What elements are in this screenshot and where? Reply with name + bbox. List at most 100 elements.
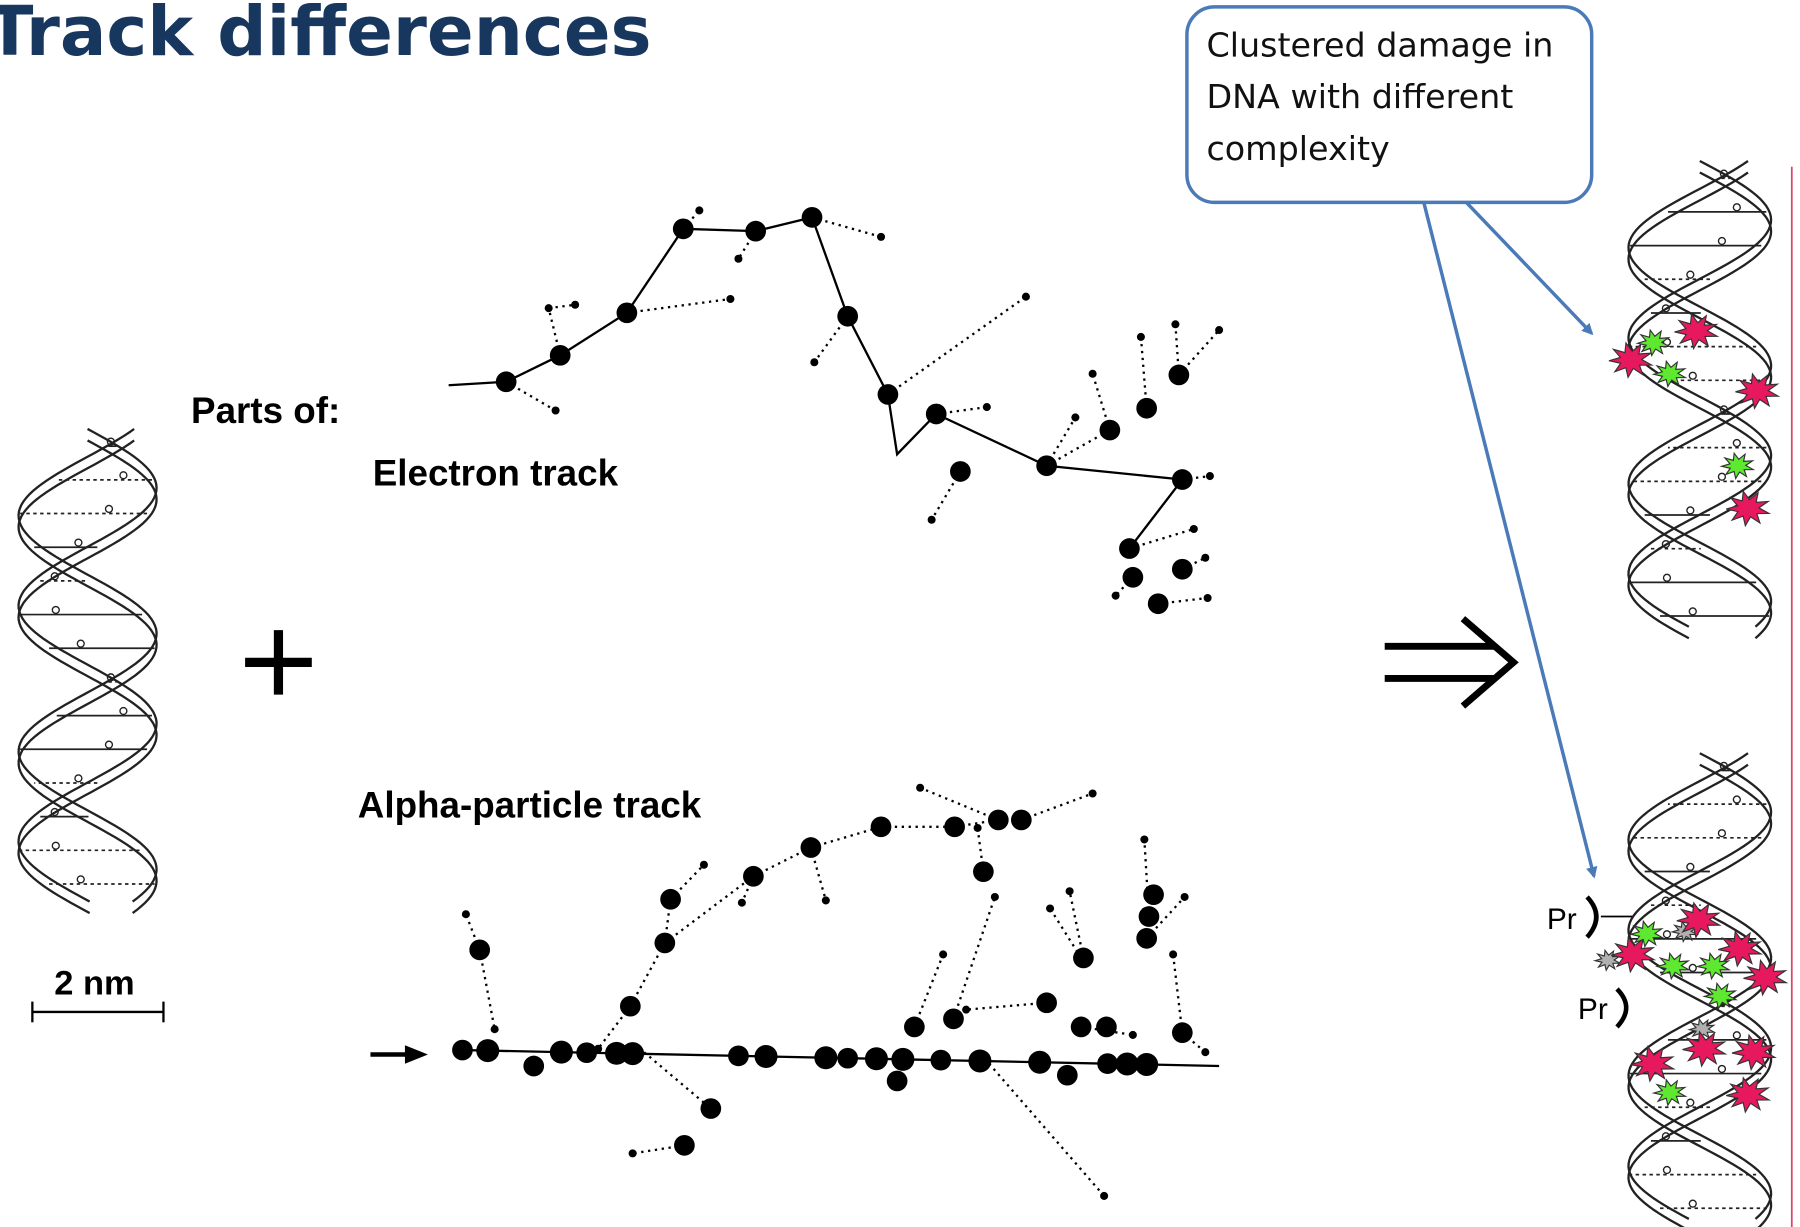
track-dot [943, 1009, 964, 1030]
track-dot [550, 345, 571, 366]
track-dot [1206, 472, 1214, 480]
track-dot [871, 816, 892, 837]
track-dot [1135, 1053, 1158, 1076]
track-dot [629, 1149, 637, 1157]
base-ring [1689, 964, 1696, 971]
track-dot [802, 207, 823, 228]
track-dot [887, 1071, 908, 1092]
base-ring [1689, 372, 1696, 379]
base-ring [75, 539, 82, 546]
base-ring [120, 708, 127, 715]
track-dot [1123, 567, 1144, 588]
track-dot [1201, 554, 1209, 562]
track-dot [1143, 884, 1164, 905]
track-dot [801, 837, 822, 858]
base-ring [1733, 204, 1740, 211]
track-dot [1011, 810, 1032, 831]
track-dot [1022, 293, 1030, 301]
track-dot [904, 1017, 925, 1038]
track-dot [1201, 1048, 1209, 1056]
track-dot [1100, 1192, 1108, 1200]
track-dot [1116, 1053, 1139, 1076]
callout-text: DNA with different [1206, 77, 1513, 116]
track-dot [1139, 906, 1160, 927]
track-dot [962, 1006, 970, 1014]
base-ring [1718, 1066, 1725, 1073]
scale-label: 2 nm [54, 965, 135, 1003]
track-dot [571, 301, 579, 309]
track-dot [1119, 538, 1140, 559]
track-dot [928, 516, 936, 524]
track-dot [1096, 1017, 1117, 1038]
track-dot [1129, 1031, 1137, 1039]
base-ring [77, 640, 84, 647]
track-dot [916, 784, 924, 792]
track-dot [743, 866, 764, 887]
track-dot [930, 1050, 951, 1071]
base-ring [52, 842, 59, 849]
track-dot [1028, 1051, 1051, 1074]
track-dot [810, 358, 818, 366]
base-ring [75, 775, 82, 782]
track-dot [950, 461, 971, 482]
track-dot [822, 896, 830, 904]
track-dot [462, 910, 470, 918]
track-dot [1057, 1065, 1078, 1086]
base-ring [1718, 473, 1725, 480]
protein-label: Pr [1578, 993, 1608, 1026]
track-dot [1136, 398, 1157, 419]
track-dot [1036, 455, 1057, 476]
track-dot [865, 1047, 888, 1070]
track-dot [734, 255, 742, 263]
track-dot [1089, 370, 1097, 378]
alpha-label: Alpha-particle track [358, 785, 702, 826]
track-dot [496, 371, 517, 392]
track-dot [1089, 789, 1097, 797]
base-ring [52, 607, 59, 614]
base-ring [1664, 574, 1671, 581]
track-dot [654, 933, 675, 954]
track-dot [1073, 948, 1094, 969]
track-dot [523, 1056, 544, 1077]
track-dot [726, 295, 734, 303]
track-dot [1172, 469, 1193, 490]
base-ring [1733, 440, 1740, 447]
track-dot [837, 1048, 858, 1069]
base-ring [1687, 507, 1694, 514]
track-dot [617, 302, 638, 323]
track-dot [620, 996, 641, 1017]
slide: Track differences Clustered damage in DN… [0, 0, 1800, 1227]
base-ring [1689, 608, 1696, 615]
base-ring [77, 876, 84, 883]
track-dot [476, 1039, 499, 1062]
track-dot [944, 816, 965, 837]
track-dot [1172, 559, 1193, 580]
base-ring [1718, 830, 1725, 837]
base-ring [1664, 931, 1671, 938]
base-ring [1718, 238, 1725, 245]
track-dot [1169, 365, 1190, 386]
base-ring [106, 505, 113, 512]
track-dot [576, 1042, 597, 1063]
track-dot [745, 221, 766, 242]
track-dot [1181, 893, 1189, 901]
track-dot [939, 950, 947, 958]
base-ring [120, 472, 127, 479]
track-dot [878, 384, 899, 405]
track-dot [983, 403, 991, 411]
track-dot [552, 407, 560, 415]
track-dot [1215, 326, 1223, 334]
track-dot [1100, 420, 1121, 441]
base-ring [1689, 1200, 1696, 1207]
track-dot [660, 889, 681, 910]
track-dot [877, 233, 885, 241]
base-ring [106, 741, 113, 748]
base-ring [1687, 1099, 1694, 1106]
base-ring [1664, 1167, 1671, 1174]
track-dot [700, 861, 708, 869]
protein-label: Pr [1547, 903, 1577, 936]
track-dot [1169, 950, 1177, 958]
track-dot [1112, 592, 1120, 600]
track-dot [738, 899, 746, 907]
track-dot [621, 1042, 644, 1065]
